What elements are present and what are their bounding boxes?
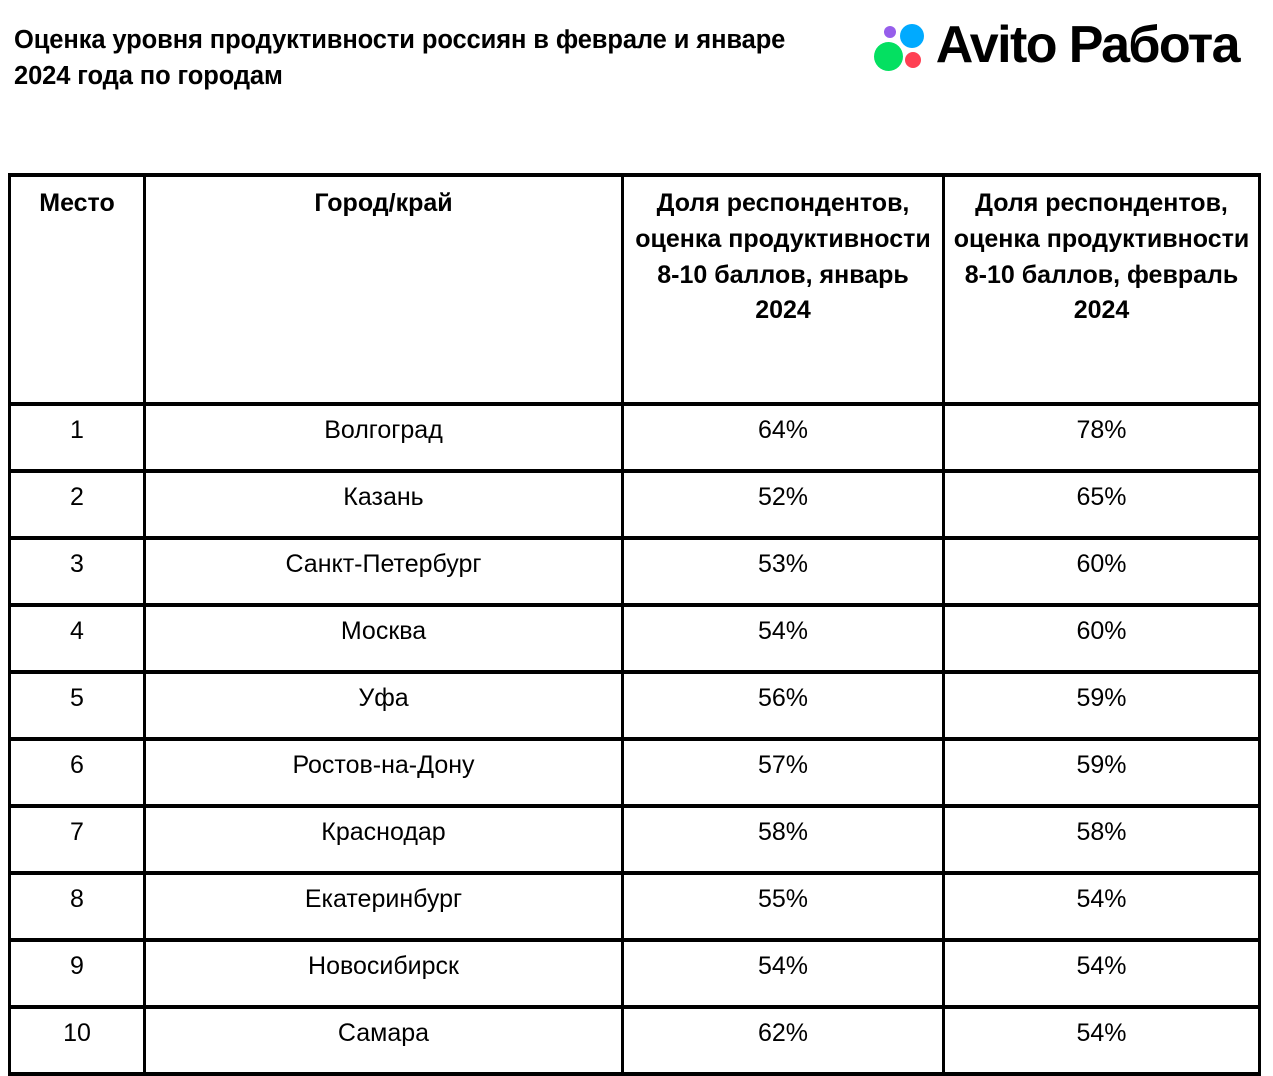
logo-dot-green-icon: [873, 41, 903, 71]
table-row: 6 Ростов-на-Дону 57% 59%: [8, 737, 1261, 808]
cell-rank: 7: [8, 804, 146, 875]
column-header-city: Город/край: [143, 173, 624, 406]
cell-january: 64%: [621, 402, 945, 473]
table-row: 8 Екатеринбург 55% 54%: [8, 871, 1261, 942]
productivity-table: Место Город/край Доля респондентов, оцен…: [8, 173, 1261, 1076]
table-body: 1 Волгоград 64% 78% 2 Казань 52% 65% 3 С…: [8, 402, 1261, 1076]
cell-city: Санкт-Петербург: [143, 536, 624, 607]
column-header-rank: Место: [8, 173, 146, 406]
cell-city: Москва: [143, 603, 624, 674]
page-title: Оценка уровня продуктивности россиян в ф…: [14, 26, 786, 91]
table-row: 4 Москва 54% 60%: [8, 603, 1261, 674]
cell-february: 65%: [942, 469, 1261, 540]
column-header-january: Доля респондентов, оценка продуктивности…: [621, 173, 945, 406]
cell-rank: 4: [8, 603, 146, 674]
cell-february: 78%: [942, 402, 1261, 473]
page-header: Оценка уровня продуктивности россиян в ф…: [0, 0, 1273, 150]
cell-january: 62%: [621, 1005, 945, 1076]
cell-rank: 9: [8, 938, 146, 1009]
brand-name: Avito Работа: [935, 16, 1241, 74]
table-row: 5 Уфа 56% 59%: [8, 670, 1261, 741]
cell-january: 52%: [621, 469, 945, 540]
cell-january: 53%: [621, 536, 945, 607]
cell-city: Волгоград: [143, 402, 624, 473]
table-row: 3 Санкт-Петербург 53% 60%: [8, 536, 1261, 607]
avito-logo-dots-icon: [873, 21, 926, 73]
table-row: 10 Самара 62% 54%: [8, 1005, 1261, 1076]
cell-city: Новосибирск: [143, 938, 624, 1009]
cell-city: Уфа: [143, 670, 624, 741]
cell-city: Екатеринбург: [143, 871, 624, 942]
cell-rank: 3: [8, 536, 146, 607]
table-row: 7 Краснодар 58% 58%: [8, 804, 1261, 875]
cell-january: 54%: [621, 938, 945, 1009]
cell-city: Казань: [143, 469, 624, 540]
cell-february: 54%: [942, 938, 1261, 1009]
cell-february: 59%: [942, 670, 1261, 741]
table-row: 9 Новосибирск 54% 54%: [8, 938, 1261, 1009]
cell-rank: 8: [8, 871, 146, 942]
cell-february: 58%: [942, 804, 1261, 875]
table-header-row: Место Город/край Доля респондентов, оцен…: [8, 173, 1261, 406]
cell-february: 54%: [942, 871, 1261, 942]
table-row: 1 Волгоград 64% 78%: [8, 402, 1261, 473]
cell-january: 56%: [621, 670, 945, 741]
cell-rank: 6: [8, 737, 146, 808]
table-row: 2 Казань 52% 65%: [8, 469, 1261, 540]
logo-dot-red-icon: [904, 51, 921, 68]
cell-february: 60%: [942, 603, 1261, 674]
cell-rank: 1: [8, 402, 146, 473]
cell-rank: 10: [8, 1005, 146, 1076]
cell-january: 58%: [621, 804, 945, 875]
cell-rank: 2: [8, 469, 146, 540]
cell-february: 54%: [942, 1005, 1261, 1076]
avito-rabota-logo: Avito Работа: [873, 0, 1273, 74]
cell-city: Краснодар: [143, 804, 624, 875]
productivity-table-container: Место Город/край Доля респондентов, оцен…: [8, 173, 1261, 1076]
column-header-february: Доля респондентов, оценка продуктивности…: [942, 173, 1261, 406]
cell-february: 59%: [942, 737, 1261, 808]
cell-january: 54%: [621, 603, 945, 674]
logo-dot-purple-icon: [883, 25, 896, 38]
logo-dot-blue-icon: [899, 23, 924, 48]
cell-january: 55%: [621, 871, 945, 942]
table-head: Место Город/край Доля респондентов, оцен…: [8, 173, 1261, 406]
cell-january: 57%: [621, 737, 945, 808]
cell-rank: 5: [8, 670, 146, 741]
cell-city: Ростов-на-Дону: [143, 737, 624, 808]
cell-february: 60%: [942, 536, 1261, 607]
cell-city: Самара: [143, 1005, 624, 1076]
